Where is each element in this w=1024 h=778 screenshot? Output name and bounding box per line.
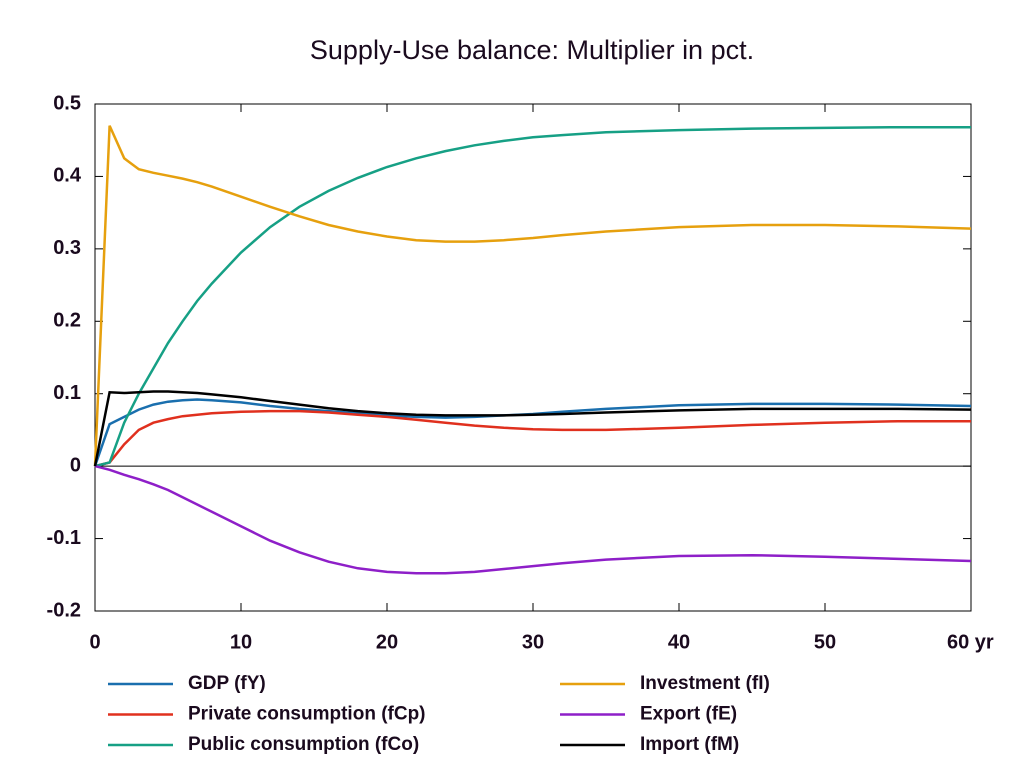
y-tick-label: 0.2 (53, 310, 81, 332)
plot-frame (94, 103, 972, 612)
series-line (93, 125, 972, 467)
y-tick-label: 0.5 (53, 92, 81, 114)
series-line (94, 464, 972, 575)
y-tick-label: 0 (70, 454, 81, 476)
y-tick-label: -0.1 (47, 527, 81, 549)
legend-label: Investment (fI) (640, 673, 770, 694)
x-tick-label: 40 (668, 631, 690, 653)
legend-label: Private consumption (fCp) (188, 704, 426, 725)
legend-label: GDP (fY) (188, 673, 266, 694)
y-tick-label: 0.4 (53, 165, 82, 187)
x-tick-label: 60 yr (947, 631, 994, 653)
series-line (94, 125, 971, 468)
series-line (93, 398, 972, 467)
chart-title: Supply-Use balance: Multiplier in pct. (310, 35, 754, 65)
x-tick-label: 20 (376, 631, 398, 653)
y-tick-label: -0.2 (47, 599, 81, 621)
y-tick-label: 0.3 (53, 237, 81, 259)
x-tick-label: 50 (814, 631, 836, 653)
legend-label: Export (fE) (640, 704, 737, 725)
legend-label: Public consumption (fCo) (188, 734, 419, 755)
x-tick-label: 10 (230, 631, 252, 653)
legend-label: Import (fM) (640, 734, 739, 755)
x-tick-label: 0 (89, 631, 100, 653)
y-tick-label: 0.1 (53, 382, 81, 404)
series-line (93, 390, 972, 467)
series-line (94, 409, 971, 468)
x-tick-label: 30 (522, 631, 544, 653)
